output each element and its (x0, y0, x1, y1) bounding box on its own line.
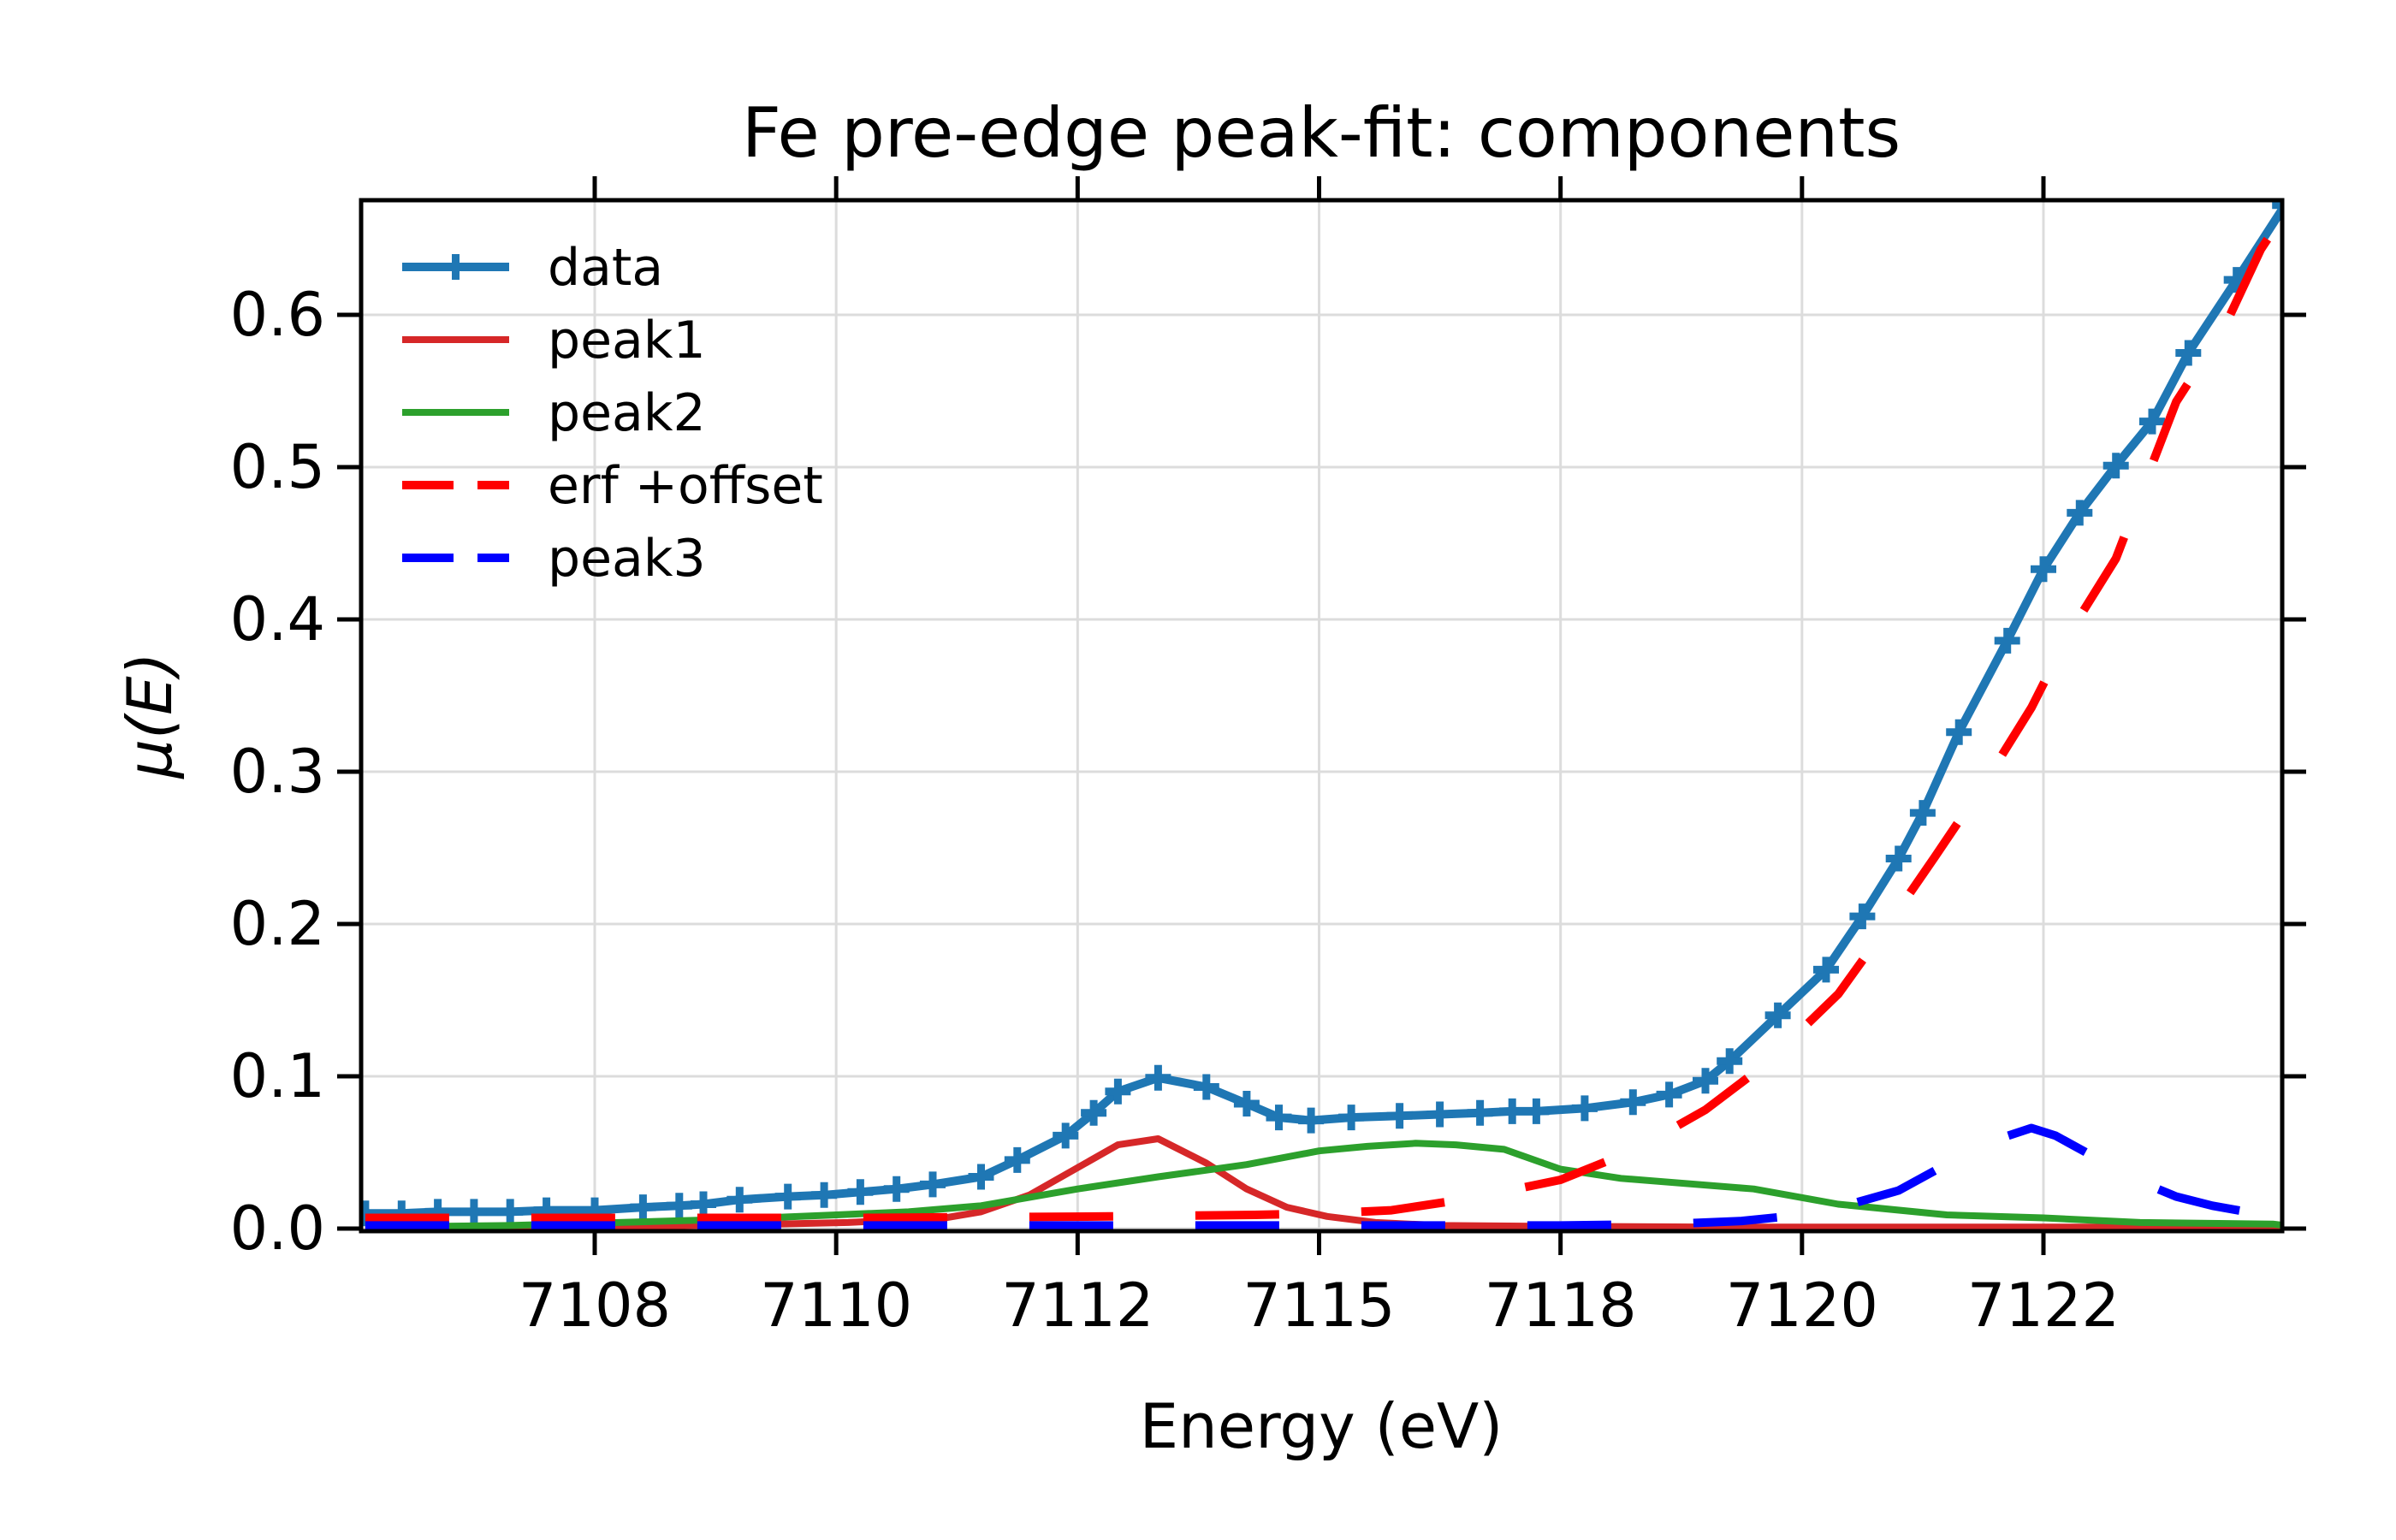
chart-title: Fe pre-edge peak-fit: components (742, 93, 1901, 173)
y-tick-label-0.5: 0.5 (230, 432, 325, 502)
x-tick-label-7110: 7110 (760, 1270, 912, 1341)
series-line-peak3 (365, 1123, 2282, 1230)
x-tick-label-7118: 7118 (1485, 1270, 1637, 1341)
series-curves (361, 200, 2282, 1231)
legend: data peak1 peak2 erf +offset peak3 (402, 238, 823, 589)
legend-item-peak1: peak1 (402, 311, 706, 370)
legend-label-peak2: peak2 (548, 383, 706, 443)
x-tick-label-7108: 7108 (519, 1270, 671, 1341)
series-markers-data (361, 200, 2282, 1227)
axes-spines (359, 198, 2285, 1234)
tick-labels: 7108 7110 7112 7115 7118 7120 7122 0.0 0.1 0.2 0.3… (230, 280, 2120, 1341)
legend-item-peak2: peak2 (402, 383, 706, 443)
y-axis-label: μ(E) (114, 652, 186, 779)
y-tick-label-0.1: 0.1 (230, 1041, 325, 1111)
x-tick-label-7115: 7115 (1242, 1270, 1395, 1341)
legend-item-peak3: peak3 (402, 529, 706, 589)
legend-plus-marker-icon (442, 254, 469, 280)
series-line-peak2 (365, 1140, 2282, 1231)
legend-label-erf-+offset: erf +offset (548, 456, 823, 516)
y-tick-label-0.6: 0.6 (230, 280, 325, 350)
legend-item-erf-+offset: erf +offset (402, 456, 823, 516)
x-tick-label-7112: 7112 (1001, 1270, 1154, 1341)
x-tick-label-7122: 7122 (1967, 1270, 2120, 1341)
y-tick-label-0.4: 0.4 (230, 584, 325, 654)
legend-label-peak3: peak3 (548, 529, 706, 589)
x-axis-label: Energy (eV) (1140, 1390, 1503, 1462)
y-tick-label-0.2: 0.2 (230, 889, 325, 959)
y-tick-label-0.3: 0.3 (230, 737, 325, 807)
tick-marks (337, 176, 2306, 1255)
legend-label-peak1: peak1 (548, 311, 706, 370)
y-tick-label-0.0: 0.0 (230, 1194, 325, 1264)
x-tick-label-7120: 7120 (1726, 1270, 1878, 1341)
legend-item-data: data (402, 238, 663, 298)
grid-lines (361, 200, 2282, 1231)
legend-label-data: data (548, 238, 663, 298)
